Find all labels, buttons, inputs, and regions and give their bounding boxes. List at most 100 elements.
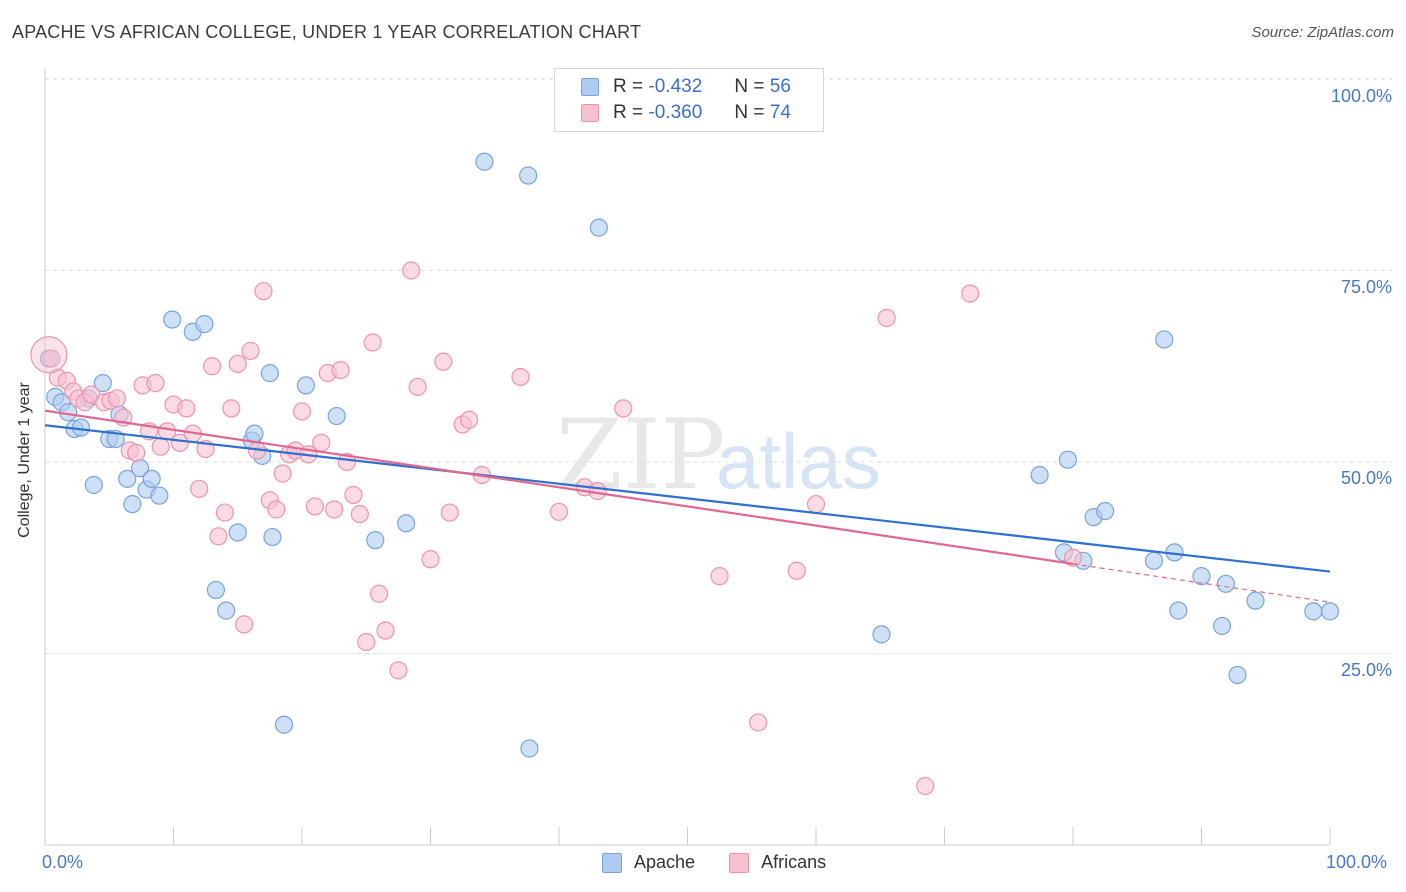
africans-point	[42, 349, 61, 368]
africans-n-label: N =	[734, 102, 765, 123]
legend-row-africans: R = -0.360 N = 74	[581, 102, 791, 124]
africans-point	[614, 399, 633, 418]
africans-point	[434, 352, 453, 371]
africans-point	[241, 341, 260, 361]
africans-cluster-point	[30, 336, 68, 374]
africans-point	[337, 452, 357, 472]
africans-point	[190, 479, 209, 498]
apache-point	[123, 495, 142, 514]
apache-point	[163, 310, 182, 329]
africans-point	[344, 485, 363, 505]
y-tick-label-25: 25.0%	[1340, 660, 1392, 680]
apache-point	[1169, 601, 1188, 620]
apache-point	[206, 580, 226, 600]
africans-r-value: -0.360	[648, 102, 703, 123]
source-label: Source: ZipAtlas.com	[1251, 24, 1394, 41]
africans-point	[710, 567, 729, 586]
africans-point	[305, 497, 324, 516]
africans-point	[376, 621, 395, 640]
africans-point	[916, 776, 935, 796]
legend-item-africans[interactable]: Africans	[729, 852, 826, 873]
y-tick-label-50: 50.0%	[1340, 468, 1392, 488]
apache-point	[1228, 665, 1247, 685]
apache-point	[1144, 551, 1164, 570]
apache-point	[519, 166, 538, 185]
apache-point	[142, 469, 161, 488]
apache-point	[475, 152, 494, 171]
africans-legend-label: Africans	[761, 852, 827, 872]
apache-point	[366, 531, 385, 550]
apache-trend-line	[44, 424, 1331, 573]
apache-point	[396, 514, 416, 533]
africans-point	[549, 502, 569, 521]
apache-point	[1304, 602, 1323, 621]
africans-point	[440, 503, 459, 522]
apache-n-value: 56	[769, 76, 791, 97]
x-tick-label-100: 100.0%	[1326, 852, 1388, 872]
africans-point	[202, 357, 222, 376]
apache-point	[118, 469, 137, 488]
africans-point	[209, 527, 228, 546]
apache-point	[150, 486, 169, 505]
africans-point	[107, 389, 127, 408]
africans-point	[511, 367, 530, 387]
apache-r-value: -0.432	[648, 76, 703, 97]
africans-point	[170, 433, 190, 452]
apache-legend-label: Apache	[634, 852, 696, 872]
apache-point	[245, 424, 264, 443]
africans-point	[459, 410, 479, 429]
africans-point	[350, 504, 369, 524]
apache-point	[296, 376, 315, 395]
apache-n-label: N =	[734, 76, 765, 97]
apache-point	[520, 739, 539, 758]
apache-point	[327, 406, 346, 426]
y-tick-label-100: 100.0%	[1330, 86, 1392, 106]
africans-point	[228, 354, 247, 374]
apache-point	[872, 625, 891, 644]
africans-point	[806, 495, 826, 514]
apache-point	[1246, 591, 1265, 610]
africans-legend-swatch	[729, 852, 750, 873]
africans-point	[222, 399, 241, 418]
apache-point	[1216, 574, 1236, 593]
apache-point	[274, 715, 294, 734]
africans-point	[787, 561, 806, 580]
chart-title: APACHE VS AFRICAN COLLEGE, UNDER 1 YEAR …	[12, 22, 642, 42]
africans-swatch	[581, 104, 599, 122]
apache-point	[84, 475, 103, 495]
apache-point	[228, 523, 247, 542]
apache-point	[1320, 602, 1340, 621]
africans-point	[331, 360, 350, 380]
africans-point	[363, 333, 382, 352]
apache-point	[589, 218, 608, 237]
y-tick-label-75: 75.0%	[1340, 277, 1392, 297]
apache-point	[1096, 501, 1115, 521]
africans-point	[1063, 548, 1083, 567]
legend-item-apache[interactable]: Apache	[602, 852, 695, 873]
apache-point	[263, 527, 282, 547]
africans-point	[402, 261, 421, 280]
africans-point	[215, 503, 234, 522]
africans-point	[961, 284, 980, 303]
series-legend: Apache Africans	[602, 852, 860, 873]
africans-point	[357, 632, 376, 652]
apache-point	[93, 374, 112, 393]
africans-point	[146, 374, 165, 393]
stats-legend: R = -0.432 N = 56 R = -0.360 N = 74	[554, 68, 824, 132]
watermark-atlas: atlas	[716, 417, 881, 505]
apache-point	[195, 315, 214, 334]
africans-n-value: 74	[769, 102, 791, 123]
africans-point	[235, 615, 254, 634]
apache-legend-swatch	[602, 852, 622, 873]
africans-point	[273, 464, 292, 483]
apache-point	[217, 601, 236, 620]
apache-point	[71, 418, 91, 437]
africans-point	[312, 433, 331, 452]
apache-point	[260, 364, 279, 383]
apache-point	[1192, 567, 1211, 586]
africans-point	[408, 377, 427, 397]
africans-point	[127, 443, 146, 462]
apache-r-label: R =	[613, 76, 644, 97]
africans-point	[877, 308, 896, 328]
